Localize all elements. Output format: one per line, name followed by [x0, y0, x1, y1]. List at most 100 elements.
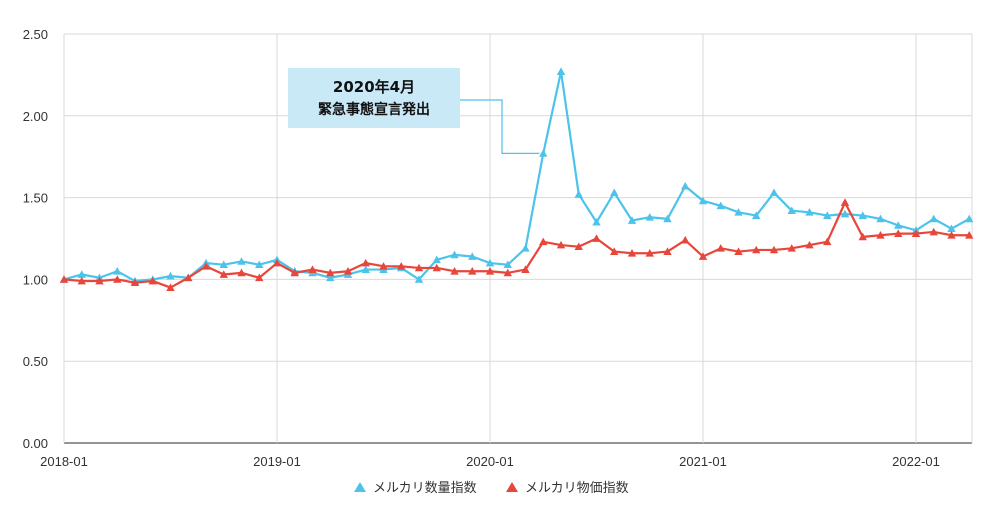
data-point[interactable] [911, 229, 921, 237]
data-point[interactable] [521, 265, 530, 273]
data-point[interactable] [858, 211, 867, 219]
data-point[interactable] [752, 245, 761, 254]
data-point[interactable] [716, 201, 725, 210]
data-point[interactable] [592, 234, 601, 242]
data-point[interactable] [432, 255, 441, 264]
data-point[interactable] [929, 227, 938, 236]
data-point[interactable] [255, 260, 264, 269]
data-point[interactable] [681, 181, 690, 190]
data-point[interactable] [414, 263, 424, 272]
data-point[interactable] [113, 275, 122, 283]
data-point[interactable] [219, 270, 228, 278]
data-point[interactable] [503, 268, 512, 277]
series-layer [59, 67, 974, 291]
data-point[interactable] [663, 247, 672, 255]
data-point[interactable] [574, 242, 583, 251]
data-point[interactable] [965, 214, 974, 223]
data-point[interactable] [272, 258, 282, 267]
data-point[interactable] [947, 231, 956, 239]
data-point[interactable] [610, 188, 619, 197]
data-point[interactable] [113, 267, 122, 275]
data-point[interactable] [645, 213, 654, 221]
data-point[interactable] [787, 244, 796, 252]
data-point[interactable] [450, 267, 459, 275]
data-point[interactable] [734, 247, 743, 255]
data-point[interactable] [787, 206, 796, 215]
data-point[interactable] [663, 214, 672, 223]
data-point[interactable] [823, 237, 832, 246]
data-point[interactable] [503, 260, 512, 269]
data-point[interactable] [414, 275, 424, 283]
data-point[interactable] [361, 265, 370, 273]
data-point[interactable] [769, 245, 779, 254]
data-point[interactable] [237, 268, 246, 277]
data-point[interactable] [947, 224, 956, 233]
data-point[interactable] [894, 221, 903, 229]
data-point[interactable] [929, 214, 938, 223]
data-point[interactable] [539, 149, 548, 157]
data-point[interactable] [716, 244, 725, 252]
data-point[interactable] [130, 278, 140, 287]
annotation: 2020年4月 緊急事態宣言発出 [288, 68, 540, 154]
data-point[interactable] [237, 257, 246, 265]
data-point[interactable] [965, 231, 974, 239]
data-point[interactable] [379, 262, 388, 270]
data-point[interactable] [627, 216, 637, 224]
data-point[interactable] [645, 249, 654, 257]
data-point[interactable] [698, 252, 708, 260]
data-point[interactable] [361, 258, 370, 267]
data-point[interactable] [752, 211, 761, 219]
series-price [59, 198, 974, 291]
data-point[interactable] [539, 237, 548, 246]
data-point[interactable] [326, 273, 335, 282]
data-point[interactable] [521, 244, 530, 252]
data-point[interactable] [397, 262, 406, 270]
data-point[interactable] [326, 268, 335, 277]
data-point[interactable] [432, 263, 441, 272]
data-point[interactable] [343, 267, 353, 275]
data-point[interactable] [485, 258, 495, 267]
data-point[interactable] [805, 208, 814, 216]
data-point[interactable] [468, 252, 477, 260]
series-line [63, 201, 970, 289]
data-point[interactable] [148, 276, 157, 285]
data-point[interactable] [77, 276, 86, 285]
data-point[interactable] [59, 275, 69, 283]
data-point[interactable] [698, 196, 708, 205]
data-point[interactable] [556, 240, 566, 249]
data-point[interactable] [734, 208, 743, 216]
data-point[interactable] [894, 229, 903, 237]
data-point[interactable] [255, 273, 264, 282]
data-point[interactable] [574, 190, 583, 198]
data-point[interactable] [308, 265, 317, 273]
y-tick-label: 0.50 [23, 354, 48, 369]
data-point[interactable] [485, 267, 495, 275]
annotation-title: 2020年4月 [333, 78, 415, 96]
data-point[interactable] [184, 273, 193, 282]
data-point[interactable] [166, 283, 175, 291]
data-point[interactable] [290, 268, 299, 277]
data-point[interactable] [627, 249, 637, 257]
data-point[interactable] [876, 231, 885, 239]
data-point[interactable] [840, 209, 850, 218]
data-point[interactable] [219, 260, 228, 269]
data-point[interactable] [556, 67, 566, 75]
legend-marker-triangle-icon [506, 482, 518, 492]
data-point[interactable] [450, 250, 459, 259]
data-point[interactable] [858, 232, 867, 241]
data-point[interactable] [77, 270, 86, 278]
legend-item-quantity[interactable]: メルカリ数量指数 [354, 481, 477, 496]
data-point[interactable] [468, 267, 477, 275]
data-point[interactable] [610, 247, 619, 255]
data-point[interactable] [805, 240, 814, 249]
data-point[interactable] [840, 198, 850, 206]
legend-item-price[interactable]: メルカリ物価指数 [506, 481, 629, 496]
data-point[interactable] [95, 276, 104, 285]
data-point[interactable] [681, 235, 690, 244]
data-point[interactable] [592, 217, 601, 226]
data-point[interactable] [166, 271, 175, 280]
data-point[interactable] [201, 262, 211, 270]
data-point[interactable] [769, 188, 779, 197]
data-point[interactable] [876, 214, 885, 223]
data-point[interactable] [823, 211, 832, 219]
